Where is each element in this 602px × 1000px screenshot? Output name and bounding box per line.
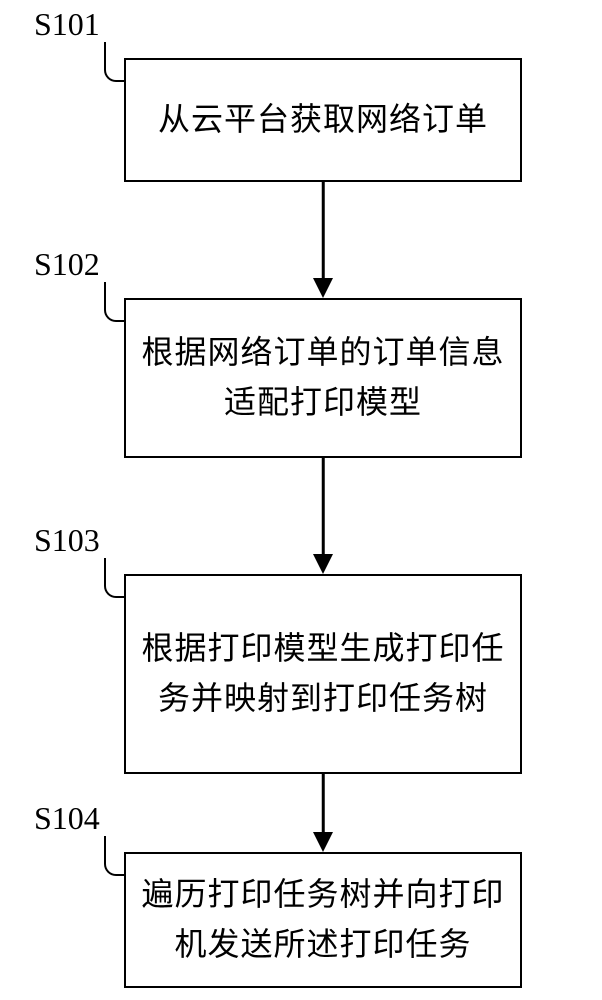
step-text-s104: 遍历打印任务树并向打印机发送所述打印任务 bbox=[140, 870, 506, 969]
step-label-s104: S104 bbox=[34, 800, 100, 837]
step-text-s101: 从云平台获取网络订单 bbox=[158, 95, 488, 145]
arrow-head-3 bbox=[313, 832, 333, 852]
step-label-text: S101 bbox=[34, 6, 100, 42]
step-label-s101: S101 bbox=[34, 6, 100, 43]
step-text-s103: 根据打印模型生成打印任务并映射到打印任务树 bbox=[140, 624, 506, 723]
step-box-s103: 根据打印模型生成打印任务并映射到打印任务树 bbox=[124, 574, 522, 774]
arrow-head-2 bbox=[313, 554, 333, 574]
arrow-line-2 bbox=[322, 458, 325, 554]
label-connector-s104 bbox=[104, 836, 124, 876]
arrow-line-1 bbox=[322, 182, 325, 278]
label-connector-s101 bbox=[104, 42, 124, 82]
label-connector-s102 bbox=[104, 282, 124, 322]
step-box-s101: 从云平台获取网络订单 bbox=[124, 58, 522, 182]
step-label-s102: S102 bbox=[34, 246, 100, 283]
step-label-text: S103 bbox=[34, 522, 100, 558]
step-label-text: S102 bbox=[34, 246, 100, 282]
step-box-s102: 根据网络订单的订单信息适配打印模型 bbox=[124, 298, 522, 458]
step-box-s104: 遍历打印任务树并向打印机发送所述打印任务 bbox=[124, 852, 522, 988]
flowchart-container: S101 从云平台获取网络订单 S102 根据网络订单的订单信息适配打印模型 S… bbox=[0, 0, 602, 1000]
step-label-text: S104 bbox=[34, 800, 100, 836]
step-label-s103: S103 bbox=[34, 522, 100, 559]
step-text-s102: 根据网络订单的订单信息适配打印模型 bbox=[140, 328, 506, 427]
arrow-head-1 bbox=[313, 278, 333, 298]
arrow-line-3 bbox=[322, 774, 325, 832]
label-connector-s103 bbox=[104, 558, 124, 598]
